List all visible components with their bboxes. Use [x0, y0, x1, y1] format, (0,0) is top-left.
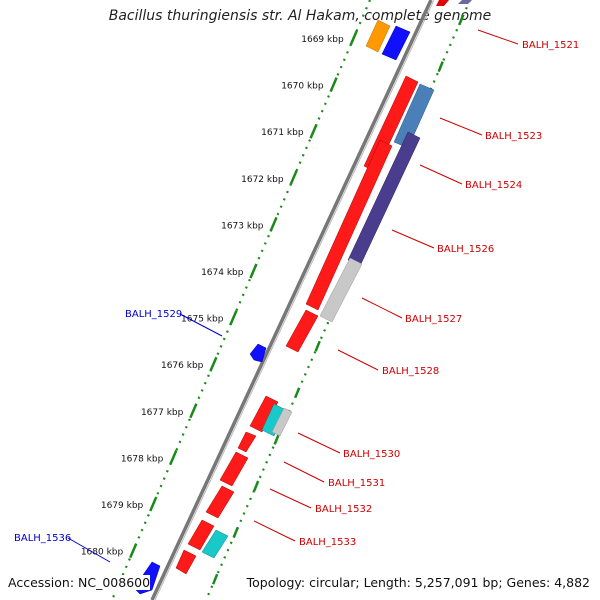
- gene-label[interactable]: BALH_1523: [485, 131, 542, 142]
- genome-backbone: [150, 0, 433, 600]
- kbp-tick-label: 1672 kbp: [241, 175, 284, 185]
- kbp-tick-mark: [149, 496, 158, 512]
- kbp-tick-mark: [209, 356, 218, 372]
- cds-feature[interactable]: [458, 0, 472, 4]
- gene-label-leader: [67, 537, 111, 563]
- gene-label[interactable]: BALH_1531: [328, 478, 385, 489]
- kbp-tick-label: 1679 kbp: [101, 501, 144, 511]
- kbp-tick-mark: [229, 310, 238, 326]
- gene-label-leader: [283, 461, 325, 483]
- gene-label[interactable]: BALH_1527: [405, 314, 462, 325]
- track-dash: [437, 61, 444, 73]
- gene-label[interactable]: BALH_1530: [343, 449, 400, 460]
- kbp-tick-mark: [309, 123, 318, 139]
- gene-label-leader: [179, 313, 223, 337]
- kbp-tick-mark: [129, 543, 138, 559]
- gene-label-leader: [337, 349, 379, 371]
- gene-label-leader: [439, 117, 483, 136]
- gene-label-leader: [361, 297, 403, 319]
- gene-label[interactable]: BALH_1533: [299, 537, 356, 548]
- cds-feature[interactable]: [187, 519, 215, 551]
- cds-feature[interactable]: [285, 309, 319, 353]
- kbp-tick-mark: [189, 403, 198, 419]
- kbp-tick-mark: [349, 30, 358, 46]
- kbp-tick-label: 1671 kbp: [261, 128, 304, 138]
- track-dash: [458, 14, 465, 26]
- gene-label-leader: [297, 432, 341, 454]
- track-dash: [211, 573, 219, 585]
- kbp-tick-mark: [249, 263, 258, 279]
- track-dash: [314, 340, 321, 352]
- kbp-tick-mark: [269, 216, 278, 232]
- kbp-tick-label: 1669 kbp: [301, 35, 344, 45]
- gene-label[interactable]: BALH_1524: [465, 180, 522, 191]
- gene-label-leader: [253, 520, 296, 542]
- cds-feature[interactable]: [436, 0, 449, 6]
- gene-label[interactable]: BALH_1521: [522, 40, 579, 51]
- cds-feature[interactable]: [305, 139, 393, 311]
- grey-feature[interactable]: [271, 407, 293, 437]
- kbp-tick-mark: [289, 170, 298, 186]
- cds-feature[interactable]: [237, 431, 257, 453]
- kbp-tick-label: 1680 kbp: [81, 548, 124, 558]
- teal-feature[interactable]: [261, 403, 287, 437]
- track-dash: [232, 527, 239, 539]
- gene-label[interactable]: BALH_1532: [315, 504, 372, 515]
- feature-track: [133, 0, 472, 595]
- kbp-tick-mark: [169, 449, 178, 465]
- map-title: Bacillus thuringiensis str. Al Hakam, co…: [108, 8, 492, 24]
- teal-feature[interactable]: [201, 529, 229, 559]
- kbp-tick-label: 1670 kbp: [281, 82, 324, 92]
- kbp-tick-label: 1675 kbp: [181, 315, 224, 325]
- kbp-tick-label: 1677 kbp: [141, 408, 184, 418]
- genome-backbone-highlight: [154, 0, 435, 600]
- track-dash: [294, 387, 301, 399]
- cds-feature[interactable]: [205, 485, 235, 519]
- kbp-tick-mark: [329, 77, 338, 93]
- gene-label-leader: [269, 488, 312, 509]
- genome-summary-text: Topology: circular; Length: 5,257,091 bp…: [246, 575, 590, 590]
- forward-cds-track: [175, 0, 449, 575]
- gene-label-leader: [477, 29, 519, 45]
- gene-label[interactable]: BALH_1529: [125, 309, 182, 320]
- track-dash: [252, 480, 260, 492]
- reverse-cds-feature[interactable]: [381, 25, 411, 61]
- kbp-tick-label: 1678 kbp: [121, 454, 164, 464]
- cds-feature[interactable]: [249, 395, 279, 433]
- cds-feature[interactable]: [175, 549, 197, 575]
- orange-feature[interactable]: [365, 19, 391, 53]
- gene-label[interactable]: BALH_1526: [437, 244, 494, 255]
- kbp-tick-label: 1673 kbp: [221, 221, 264, 231]
- gene-label-leader: [391, 229, 435, 249]
- accession-text: Accession: NC_008600: [8, 575, 151, 590]
- track-dash: [273, 433, 280, 445]
- grey-feature[interactable]: [319, 257, 363, 323]
- kbp-tick-label: 1676 kbp: [161, 361, 204, 371]
- cds-feature[interactable]: [219, 451, 249, 487]
- gene-label[interactable]: BALH_1536: [14, 533, 71, 544]
- gene-label-leader: [419, 164, 463, 185]
- gene-label[interactable]: BALH_1528: [382, 366, 439, 377]
- gene-labels: BALH_1521 BALH_1523 BALH_1524 BALH_1526 BALH…: [14, 29, 579, 563]
- reverse-cds-feature[interactable]: [249, 343, 267, 363]
- kbp-ticks: 1669 kbp 1670 kbp 1671 kbp 1672 kbp 1673 kbp…: [81, 30, 358, 559]
- kbp-tick-label: 1674 kbp: [201, 268, 244, 278]
